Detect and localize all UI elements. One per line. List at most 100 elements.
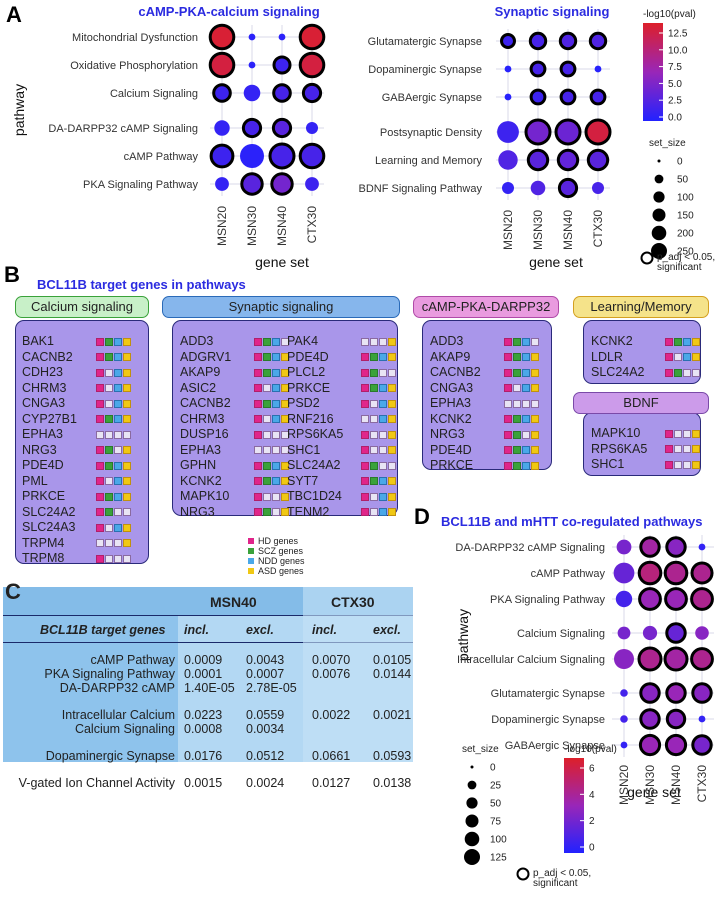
dot-da-darpp32-camp-signaling-msn40 [271,117,293,139]
gene-name: PRKCE [22,489,66,503]
gene-row-prkce: PRKCE [22,489,132,505]
disease-flag [263,337,271,346]
disease-flag [504,399,512,408]
dot-pka-signaling-pathway-msn20 [215,177,229,191]
table-cell: 0.0138 [373,776,412,790]
dot-pka-signaling-pathway-ctx30 [690,587,714,611]
disease-flag [683,337,691,346]
panel-a-y-axis-title: pathway [11,84,27,136]
disease-flag [665,353,673,362]
table-cell: 0.0127 [312,776,351,790]
gene-list: KCNK2 LDLR SLC24A2 [591,334,701,381]
gene-name: TBC1D24 [287,489,342,503]
disease-flag [361,399,369,408]
disease-flag [263,446,271,455]
significance-key-ring [516,867,530,881]
dot-intracellular-calcium-signaling-msn40 [663,646,689,672]
disease-flag [361,508,369,517]
size-tick-label: 150 [677,211,694,222]
disease-flag [531,430,539,439]
disease-flag [370,399,378,408]
gene-name: ADD3 [430,334,464,348]
disease-flag [272,508,280,517]
disease-flag [272,415,280,424]
hd-swatch [248,538,254,544]
table-cell: 0.0223 [184,708,223,722]
size-tick-label: 125 [490,853,507,864]
dot-learning-and-memory-msn20 [498,150,518,170]
gene-row-kcnk2: KCNK2 [430,412,540,428]
disease-flag [254,430,262,439]
gene-group-header-synaptic-signaling: Synaptic signaling [162,296,400,318]
col-label-msn40: MSN40 [669,765,683,805]
disease-flag [281,492,289,501]
significance-label-1: p_adj < 0.05, [657,252,715,263]
disease-flag [513,353,521,362]
size-key-dot [466,797,478,809]
gene-row-pde4d: PDE4D [430,443,540,459]
size-key-dot [651,225,667,241]
dot-glutamatergic-synapse-msn20 [500,33,516,49]
disease-flag [281,508,289,517]
disease-flag [96,461,104,470]
disease-flag [692,368,700,377]
gene-row-cnga3: CNGA3 [430,381,540,397]
disease-flag [105,554,113,563]
table-row-label: Calcium Signaling [74,722,175,736]
disease-flag [379,477,387,486]
disease-flag [114,415,122,424]
dot-dopaminergic-synapse-msn30 [529,60,547,78]
panel-a-left-title: cAMP-PKA-calcium signaling [138,4,319,19]
gene-name: PDE4D [287,349,329,364]
disease-flag [388,492,396,501]
disease-flag [96,446,104,455]
gene-name: LDLR [591,349,623,364]
panel-d-x-axis-title: gene set [627,784,681,800]
disease-flag [522,353,530,362]
disease-flag [361,415,369,424]
gene-name: SLC24A2 [591,365,645,379]
gene-name: SLC24A3 [22,520,76,534]
significance-label-1: p_adj < 0.05, [533,868,591,879]
dot-calcium-signaling-msn40 [272,83,292,103]
gene-row-shc1: SHC1 [287,443,397,459]
gene-name: EPHA3 [22,427,63,441]
disease-flag [388,384,396,393]
disease-flag [263,384,271,393]
disease-flag [370,337,378,346]
dot-calcium-signaling-ctx30 [301,82,323,104]
disease-flag [263,353,271,362]
gene-row-slc24a2: SLC24A2 [287,458,397,474]
dot-dopaminergic-synapse-msn20 [504,65,512,73]
disease-flag [123,384,131,393]
disease-flag [254,508,262,517]
disease-flag [674,353,682,362]
color-tick-label: 0 [589,843,595,854]
legend-label-asd: ASD genes [258,566,304,576]
disease-flag [96,508,104,517]
group-header-ctx30: CTX30 [331,594,375,610]
disease-flag [281,461,289,470]
row-label-gabaergic-synapse: GABAergic Synapse [382,92,482,104]
gene-row-adgrv1: ADGRV1 [180,350,290,366]
disease-flag [123,415,131,424]
dot-gabaergic-synapse-msn20 [620,741,628,749]
dot-oxidative-phosphorylation-msn40 [272,55,292,75]
legend-item-ndd: NDD genes [248,556,305,566]
disease-flag [105,492,113,501]
gene-row-cdh23: CDH23 [22,365,132,381]
dot-dopaminergic-synapse-msn40 [559,60,577,78]
size-key-dot [653,191,665,203]
disease-flag [105,430,113,439]
dot-camp-pathway-msn40 [268,142,296,170]
size-key-dot [467,780,477,790]
gene-row-shc1: SHC1 [591,457,701,473]
size-tick-label: 0 [490,763,496,774]
gene-row-kcnk2: KCNK2 [180,474,290,490]
row-label-calcium-signaling: Calcium Signaling [110,88,198,100]
disease-flag [379,415,387,424]
dot-camp-pathway-msn30 [637,560,663,586]
row-label-pka-signaling-pathway: PKA Signaling Pathway [490,594,605,606]
disease-flag [123,461,131,470]
ctx30-column-band [303,587,413,762]
